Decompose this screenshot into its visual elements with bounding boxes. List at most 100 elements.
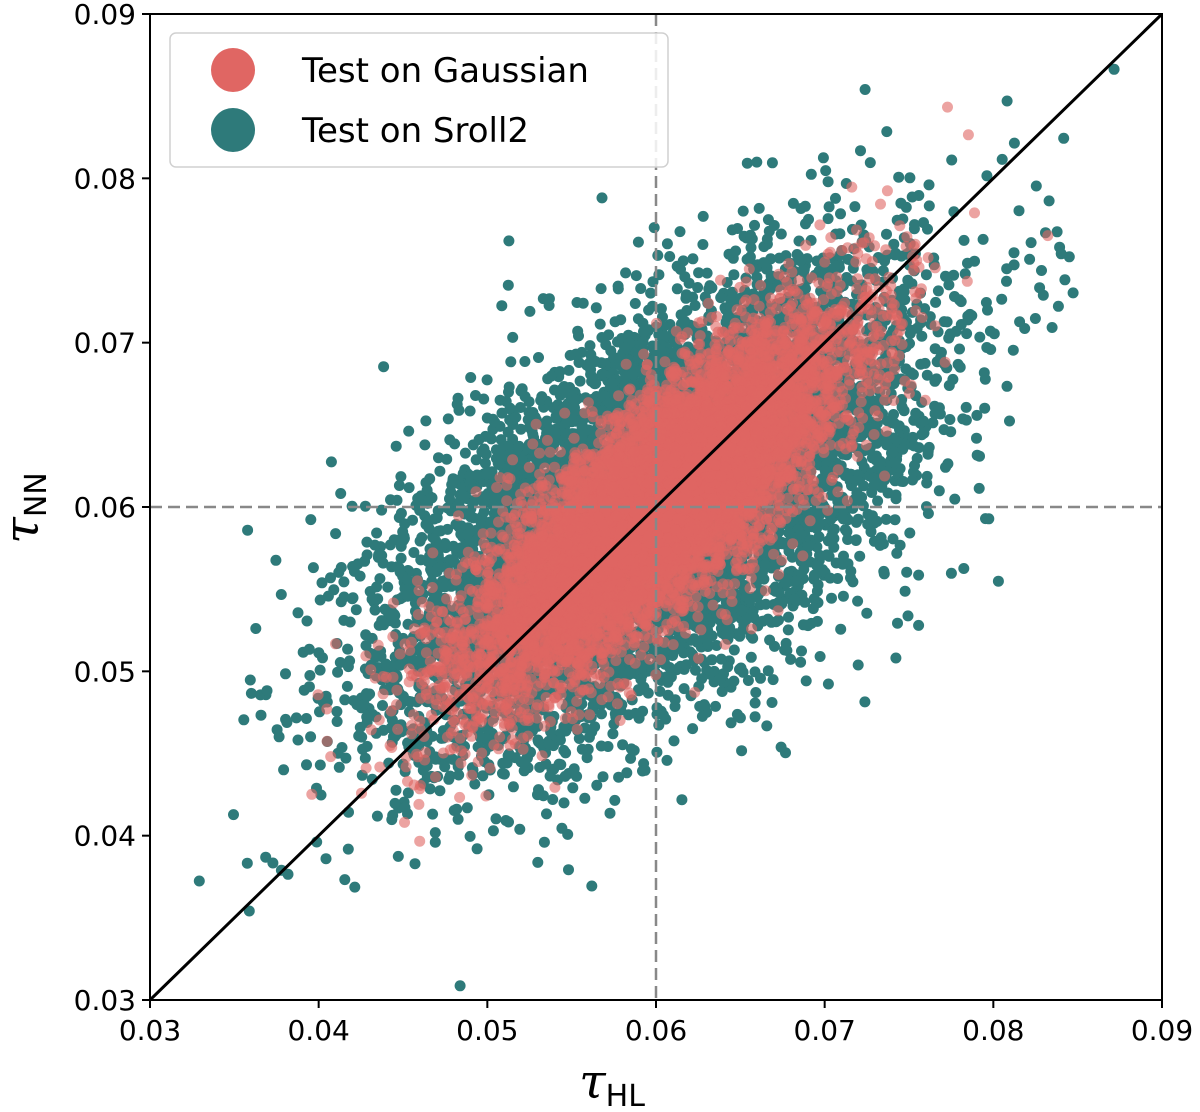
sroll2-point bbox=[974, 450, 985, 462]
sroll2-point bbox=[301, 759, 312, 771]
sroll2-point bbox=[392, 850, 404, 862]
sroll2-point bbox=[955, 296, 967, 308]
sroll2-point bbox=[629, 298, 641, 309]
sroll2-point bbox=[775, 228, 787, 240]
sroll2-point bbox=[881, 126, 893, 138]
sroll2-point bbox=[822, 678, 834, 690]
sroll2-point bbox=[893, 171, 905, 183]
sroll2-point bbox=[389, 797, 401, 809]
sroll2-point bbox=[325, 572, 336, 584]
sroll2-point bbox=[348, 565, 360, 577]
sroll2-point bbox=[330, 528, 342, 540]
sroll2-point bbox=[544, 770, 556, 782]
sroll2-point bbox=[448, 805, 460, 816]
sroll2-point bbox=[441, 453, 453, 465]
sroll2-point bbox=[391, 494, 403, 506]
sroll2-point bbox=[541, 808, 552, 820]
sroll2-point bbox=[632, 236, 644, 248]
sroll2-point bbox=[852, 513, 864, 525]
sroll2-point bbox=[971, 409, 983, 421]
sroll2-point bbox=[434, 785, 446, 797]
sroll2-point bbox=[835, 623, 847, 635]
sroll2-point bbox=[676, 794, 688, 806]
sroll2-point bbox=[567, 782, 579, 794]
sroll2-point bbox=[859, 696, 871, 708]
sroll2-point bbox=[948, 269, 960, 281]
sroll2-point bbox=[932, 285, 944, 297]
sroll2-point bbox=[902, 610, 914, 622]
sroll2-point bbox=[386, 814, 398, 826]
sroll2-point bbox=[919, 357, 931, 369]
sroll2-point bbox=[586, 880, 598, 892]
sroll2-point bbox=[728, 644, 740, 656]
sroll2-point bbox=[909, 219, 920, 231]
sroll2-point bbox=[795, 656, 807, 668]
sroll2-point bbox=[305, 731, 317, 743]
sroll2-point bbox=[424, 473, 436, 485]
sroll2-point bbox=[390, 784, 402, 796]
sroll2-point bbox=[349, 881, 361, 893]
sroll2-point bbox=[761, 720, 773, 732]
sroll2-point bbox=[270, 554, 282, 566]
sroll2-point bbox=[255, 709, 267, 721]
sroll2-point bbox=[333, 761, 345, 773]
sroll2-point bbox=[671, 283, 683, 295]
sroll2-point bbox=[505, 356, 517, 368]
sroll2-point bbox=[461, 802, 473, 814]
sroll2-point bbox=[193, 875, 205, 887]
sroll2-point bbox=[808, 593, 820, 605]
sroll2-point bbox=[342, 643, 354, 655]
sroll2-point bbox=[1001, 380, 1013, 392]
sroll2-point bbox=[339, 874, 351, 886]
sroll2-point bbox=[464, 405, 476, 417]
sroll2-point bbox=[823, 201, 835, 213]
sroll2-point bbox=[419, 439, 431, 451]
sroll2-point bbox=[1014, 316, 1026, 328]
sroll2-point bbox=[280, 668, 291, 680]
sroll2-point bbox=[735, 662, 747, 674]
sroll2-point bbox=[1030, 180, 1042, 192]
sroll2-point bbox=[750, 687, 762, 698]
sroll2-point bbox=[596, 332, 608, 343]
sroll2-point bbox=[817, 152, 829, 164]
sroll2-point bbox=[736, 745, 748, 757]
sroll2-point bbox=[452, 813, 464, 825]
sroll2-point bbox=[454, 980, 466, 992]
sroll2-point bbox=[923, 179, 935, 191]
sroll2-point bbox=[342, 843, 354, 855]
sroll2-point bbox=[1036, 265, 1047, 276]
sroll2-point bbox=[958, 234, 970, 246]
sroll2-point bbox=[519, 356, 531, 367]
sroll2-point bbox=[1013, 205, 1025, 217]
sroll2-point bbox=[500, 815, 512, 826]
sroll2-point bbox=[661, 754, 673, 766]
sroll2-point bbox=[275, 589, 287, 600]
sroll2-point bbox=[338, 576, 350, 588]
sroll2-point bbox=[245, 687, 257, 699]
sroll2-point bbox=[261, 685, 273, 697]
sroll2-point bbox=[741, 157, 753, 169]
sroll2-point bbox=[904, 172, 916, 184]
sroll2-point bbox=[762, 214, 774, 226]
sroll2-point bbox=[749, 697, 761, 709]
sroll2-point bbox=[930, 296, 942, 308]
sroll2-point bbox=[1063, 251, 1075, 263]
sroll2-point bbox=[814, 518, 826, 530]
sroll2-point bbox=[706, 654, 718, 666]
sroll2-point bbox=[331, 706, 343, 717]
sroll2-point bbox=[332, 666, 344, 678]
sroll2-point bbox=[730, 245, 742, 257]
sroll2-point bbox=[459, 447, 471, 459]
sroll2-point bbox=[859, 84, 871, 95]
sroll2-point bbox=[979, 402, 991, 414]
sroll2-point bbox=[243, 905, 255, 917]
sroll2-point bbox=[900, 201, 912, 213]
sroll2-point bbox=[645, 287, 657, 299]
sroll2-point bbox=[242, 524, 254, 536]
sroll2-point bbox=[630, 707, 641, 719]
sroll2-point bbox=[661, 238, 673, 250]
sroll2-point bbox=[228, 809, 239, 821]
sroll2-point bbox=[668, 735, 680, 747]
sroll2-point bbox=[933, 402, 945, 414]
sroll2-point bbox=[335, 488, 347, 499]
